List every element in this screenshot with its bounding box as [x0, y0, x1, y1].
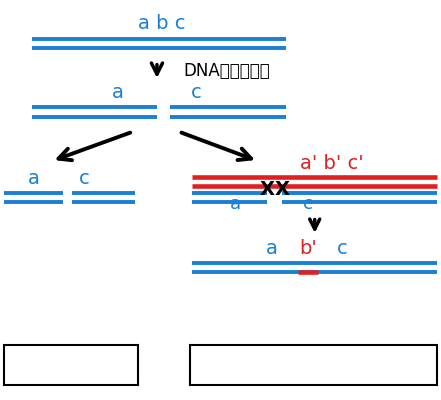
Text: a' b' c': a' b' c' [300, 154, 364, 173]
Text: X: X [274, 180, 289, 199]
FancyBboxPatch shape [4, 345, 138, 385]
Text: b': b' [299, 239, 317, 258]
Text: a b c: a b c [138, 14, 185, 33]
Text: X: X [259, 180, 274, 199]
Text: a: a [28, 169, 40, 188]
Text: c: c [191, 83, 202, 102]
Text: a: a [266, 239, 278, 258]
Text: DNA二重鎖切断: DNA二重鎖切断 [183, 62, 270, 80]
Text: c: c [303, 195, 313, 213]
Text: a: a [230, 195, 241, 213]
Text: a: a [112, 83, 123, 102]
Text: c: c [337, 239, 348, 258]
Text: 相同組換え: 相同組換え [287, 356, 340, 374]
Text: c: c [79, 169, 90, 188]
FancyBboxPatch shape [190, 345, 437, 385]
Text: 末端結合修復: 末端結合修復 [39, 356, 104, 374]
